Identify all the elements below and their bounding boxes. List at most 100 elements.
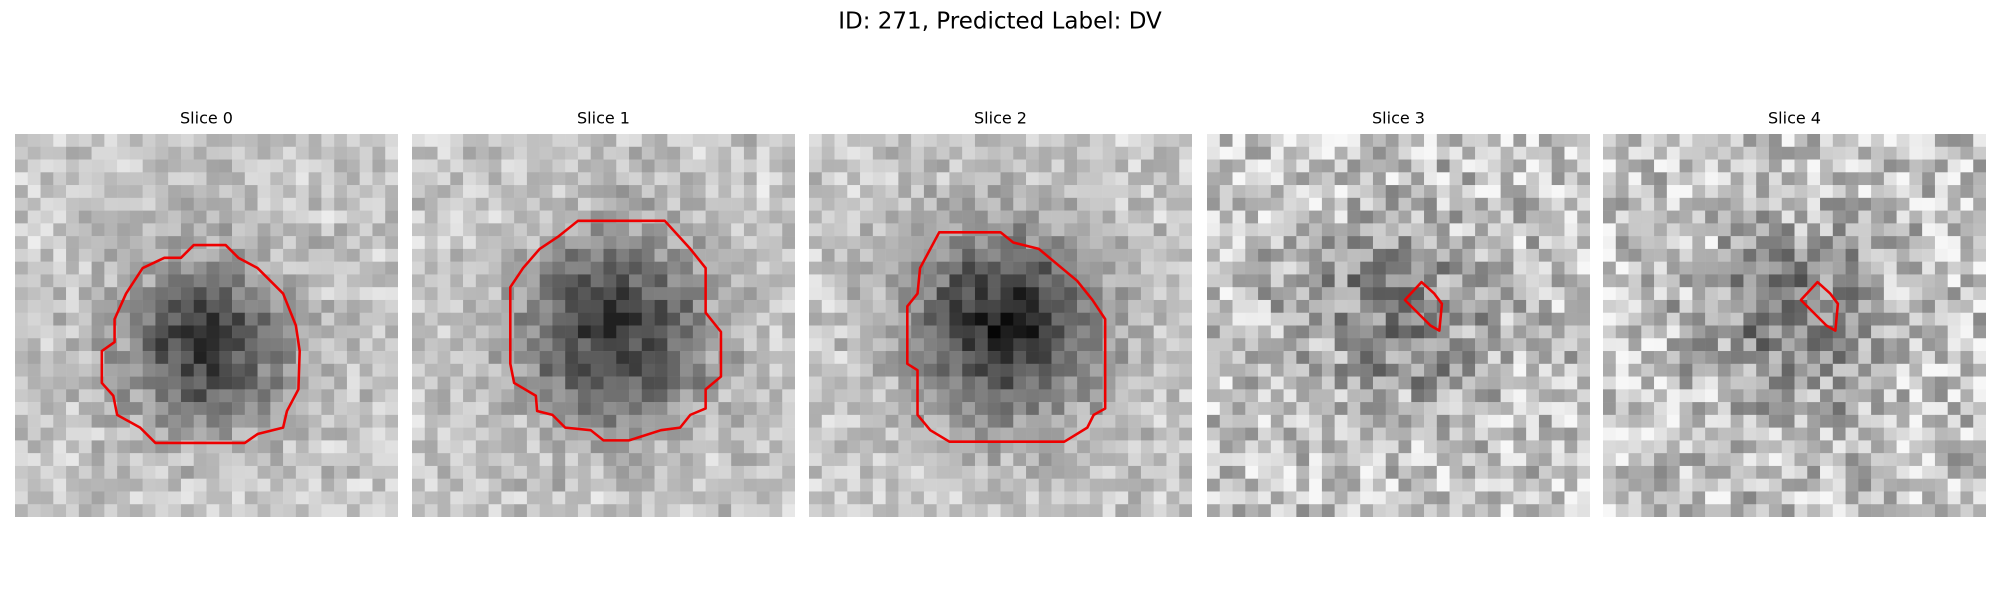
pixel: [821, 146, 835, 160]
pixel: [629, 491, 643, 505]
pixel: [539, 325, 553, 339]
pixel: [1832, 159, 1846, 173]
pixel: [1487, 236, 1501, 250]
pixel: [834, 197, 848, 211]
pixel: [91, 402, 105, 416]
pixel: [1038, 338, 1052, 352]
pixel: [1232, 325, 1246, 339]
pixel: [1577, 210, 1590, 224]
pixel: [1922, 363, 1936, 377]
pixel: [40, 402, 54, 416]
pixel: [705, 223, 719, 237]
pixel: [872, 274, 886, 288]
pixel: [1934, 223, 1948, 237]
pixel: [1973, 325, 1986, 339]
pixel: [1283, 504, 1297, 517]
pixel: [1424, 172, 1438, 186]
pixel: [629, 312, 643, 326]
pixel: [1909, 312, 1923, 326]
pixel: [142, 325, 156, 339]
pixel: [1270, 453, 1284, 467]
pixel: [219, 172, 233, 186]
pixel: [692, 338, 706, 352]
pixel: [1526, 287, 1540, 301]
pixel: [1858, 453, 1872, 467]
pixel: [321, 453, 335, 467]
pixel: [1934, 491, 1948, 505]
pixel: [1500, 172, 1514, 186]
pixel: [1166, 363, 1180, 377]
pixel: [142, 248, 156, 262]
pixel: [885, 197, 899, 211]
pixel: [1013, 363, 1027, 377]
pixel: [1807, 389, 1821, 403]
pixel: [1654, 427, 1668, 441]
pixel: [424, 338, 438, 352]
pixel: [308, 210, 322, 224]
pixel: [1321, 363, 1335, 377]
pixel: [1858, 427, 1872, 441]
pixel: [142, 402, 156, 416]
pixel: [949, 210, 963, 224]
pixel: [577, 146, 591, 160]
pixel: [1705, 146, 1719, 160]
pixel: [987, 248, 1001, 262]
pixel: [718, 427, 732, 441]
pixel: [1603, 363, 1617, 377]
pixel: [91, 185, 105, 199]
pixel: [1283, 351, 1297, 365]
pixel: [1166, 236, 1180, 250]
pixel: [1245, 478, 1259, 492]
pixel: [526, 159, 540, 173]
pixel: [1794, 453, 1808, 467]
pixel: [1321, 223, 1335, 237]
pixel: [847, 159, 861, 173]
pixel: [450, 465, 464, 479]
pixel: [1577, 376, 1590, 390]
pixel: [1462, 312, 1476, 326]
pixel: [705, 465, 719, 479]
pixel: [1922, 312, 1936, 326]
pixel: [1000, 465, 1014, 479]
pixel: [1321, 389, 1335, 403]
pixel: [616, 159, 630, 173]
pixel: [78, 453, 92, 467]
pixel: [1577, 159, 1590, 173]
pixel: [1807, 197, 1821, 211]
pixel: [809, 274, 823, 288]
pixel: [1462, 299, 1476, 313]
pixel: [66, 134, 80, 148]
pixel: [705, 427, 719, 441]
pixel: [193, 159, 207, 173]
pixel: [321, 440, 335, 454]
pixel: [104, 465, 118, 479]
pixel: [1026, 159, 1040, 173]
pixel: [923, 389, 937, 403]
pixel: [1089, 146, 1103, 160]
pixel: [155, 197, 169, 211]
pixel: [1705, 414, 1719, 428]
pixel: [667, 414, 681, 428]
pixel: [424, 210, 438, 224]
pixel: [1089, 210, 1103, 224]
pixel: [334, 363, 348, 377]
contour: [1403, 280, 1444, 332]
pixel: [1615, 465, 1629, 479]
pixel: [1258, 440, 1272, 454]
pixel: [769, 440, 783, 454]
pixel: [424, 197, 438, 211]
pixel: [565, 287, 579, 301]
pixel: [1462, 223, 1476, 237]
pixel: [1947, 338, 1961, 352]
pixel: [91, 223, 105, 237]
pixel: [1487, 223, 1501, 237]
pixel: [1115, 402, 1129, 416]
pixel: [860, 287, 874, 301]
pixel: [1051, 440, 1065, 454]
pixel: [437, 402, 451, 416]
pixel: [1654, 248, 1668, 262]
pixel: [117, 146, 131, 160]
pixel: [437, 210, 451, 224]
pixel: [1692, 491, 1706, 505]
pixel: [40, 351, 54, 365]
